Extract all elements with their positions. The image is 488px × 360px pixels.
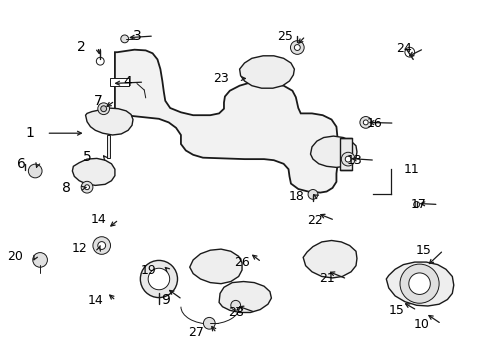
Text: 15: 15 [388, 304, 404, 317]
Circle shape [121, 35, 128, 43]
Text: 6: 6 [17, 157, 25, 171]
Circle shape [341, 152, 354, 166]
Polygon shape [115, 50, 338, 193]
Text: 14: 14 [88, 294, 103, 307]
Circle shape [203, 318, 215, 329]
Text: 12: 12 [71, 242, 87, 255]
Text: 2: 2 [77, 40, 85, 54]
Circle shape [84, 185, 89, 190]
Polygon shape [106, 135, 110, 158]
Text: 23: 23 [213, 72, 228, 85]
Circle shape [294, 45, 300, 50]
Circle shape [230, 300, 240, 310]
Polygon shape [72, 158, 115, 185]
Polygon shape [219, 282, 271, 312]
Text: 8: 8 [62, 181, 71, 195]
Circle shape [93, 237, 110, 254]
Circle shape [408, 273, 429, 294]
Text: 18: 18 [288, 190, 304, 203]
Text: 11: 11 [403, 163, 419, 176]
Text: 1: 1 [25, 126, 34, 140]
Circle shape [363, 120, 367, 125]
Polygon shape [339, 138, 351, 170]
Circle shape [98, 103, 109, 114]
Circle shape [399, 264, 438, 303]
Text: 17: 17 [410, 198, 426, 211]
Circle shape [345, 156, 350, 162]
Circle shape [413, 202, 419, 207]
Text: 25: 25 [277, 30, 293, 42]
Circle shape [404, 47, 414, 57]
Polygon shape [303, 240, 356, 278]
Text: 15: 15 [415, 244, 430, 257]
Text: 7: 7 [94, 94, 102, 108]
Text: 28: 28 [227, 306, 243, 319]
Circle shape [96, 57, 104, 65]
Text: 27: 27 [188, 327, 204, 339]
Circle shape [81, 181, 93, 193]
Circle shape [290, 41, 304, 54]
Text: 13: 13 [346, 154, 362, 167]
Polygon shape [386, 262, 453, 306]
Text: 24: 24 [395, 42, 411, 55]
Circle shape [33, 253, 47, 267]
Circle shape [98, 242, 105, 249]
Text: 10: 10 [413, 318, 428, 330]
Polygon shape [85, 108, 133, 135]
Text: 4: 4 [123, 75, 132, 89]
Text: 19: 19 [141, 264, 156, 277]
Text: 3: 3 [133, 29, 142, 43]
Text: 5: 5 [83, 150, 92, 163]
Polygon shape [310, 136, 356, 167]
Text: 21: 21 [319, 273, 334, 285]
Text: 20: 20 [8, 250, 23, 263]
Circle shape [140, 260, 177, 298]
Text: 9: 9 [161, 293, 170, 306]
Polygon shape [189, 249, 242, 284]
Polygon shape [239, 56, 294, 88]
Bar [110, 78, 128, 86]
Circle shape [359, 117, 371, 128]
Circle shape [28, 164, 42, 178]
Circle shape [148, 268, 169, 290]
Circle shape [307, 189, 317, 199]
Text: 26: 26 [233, 256, 249, 269]
Text: 14: 14 [91, 213, 106, 226]
Text: 22: 22 [306, 214, 322, 227]
Circle shape [101, 106, 106, 112]
Text: 16: 16 [366, 117, 382, 130]
